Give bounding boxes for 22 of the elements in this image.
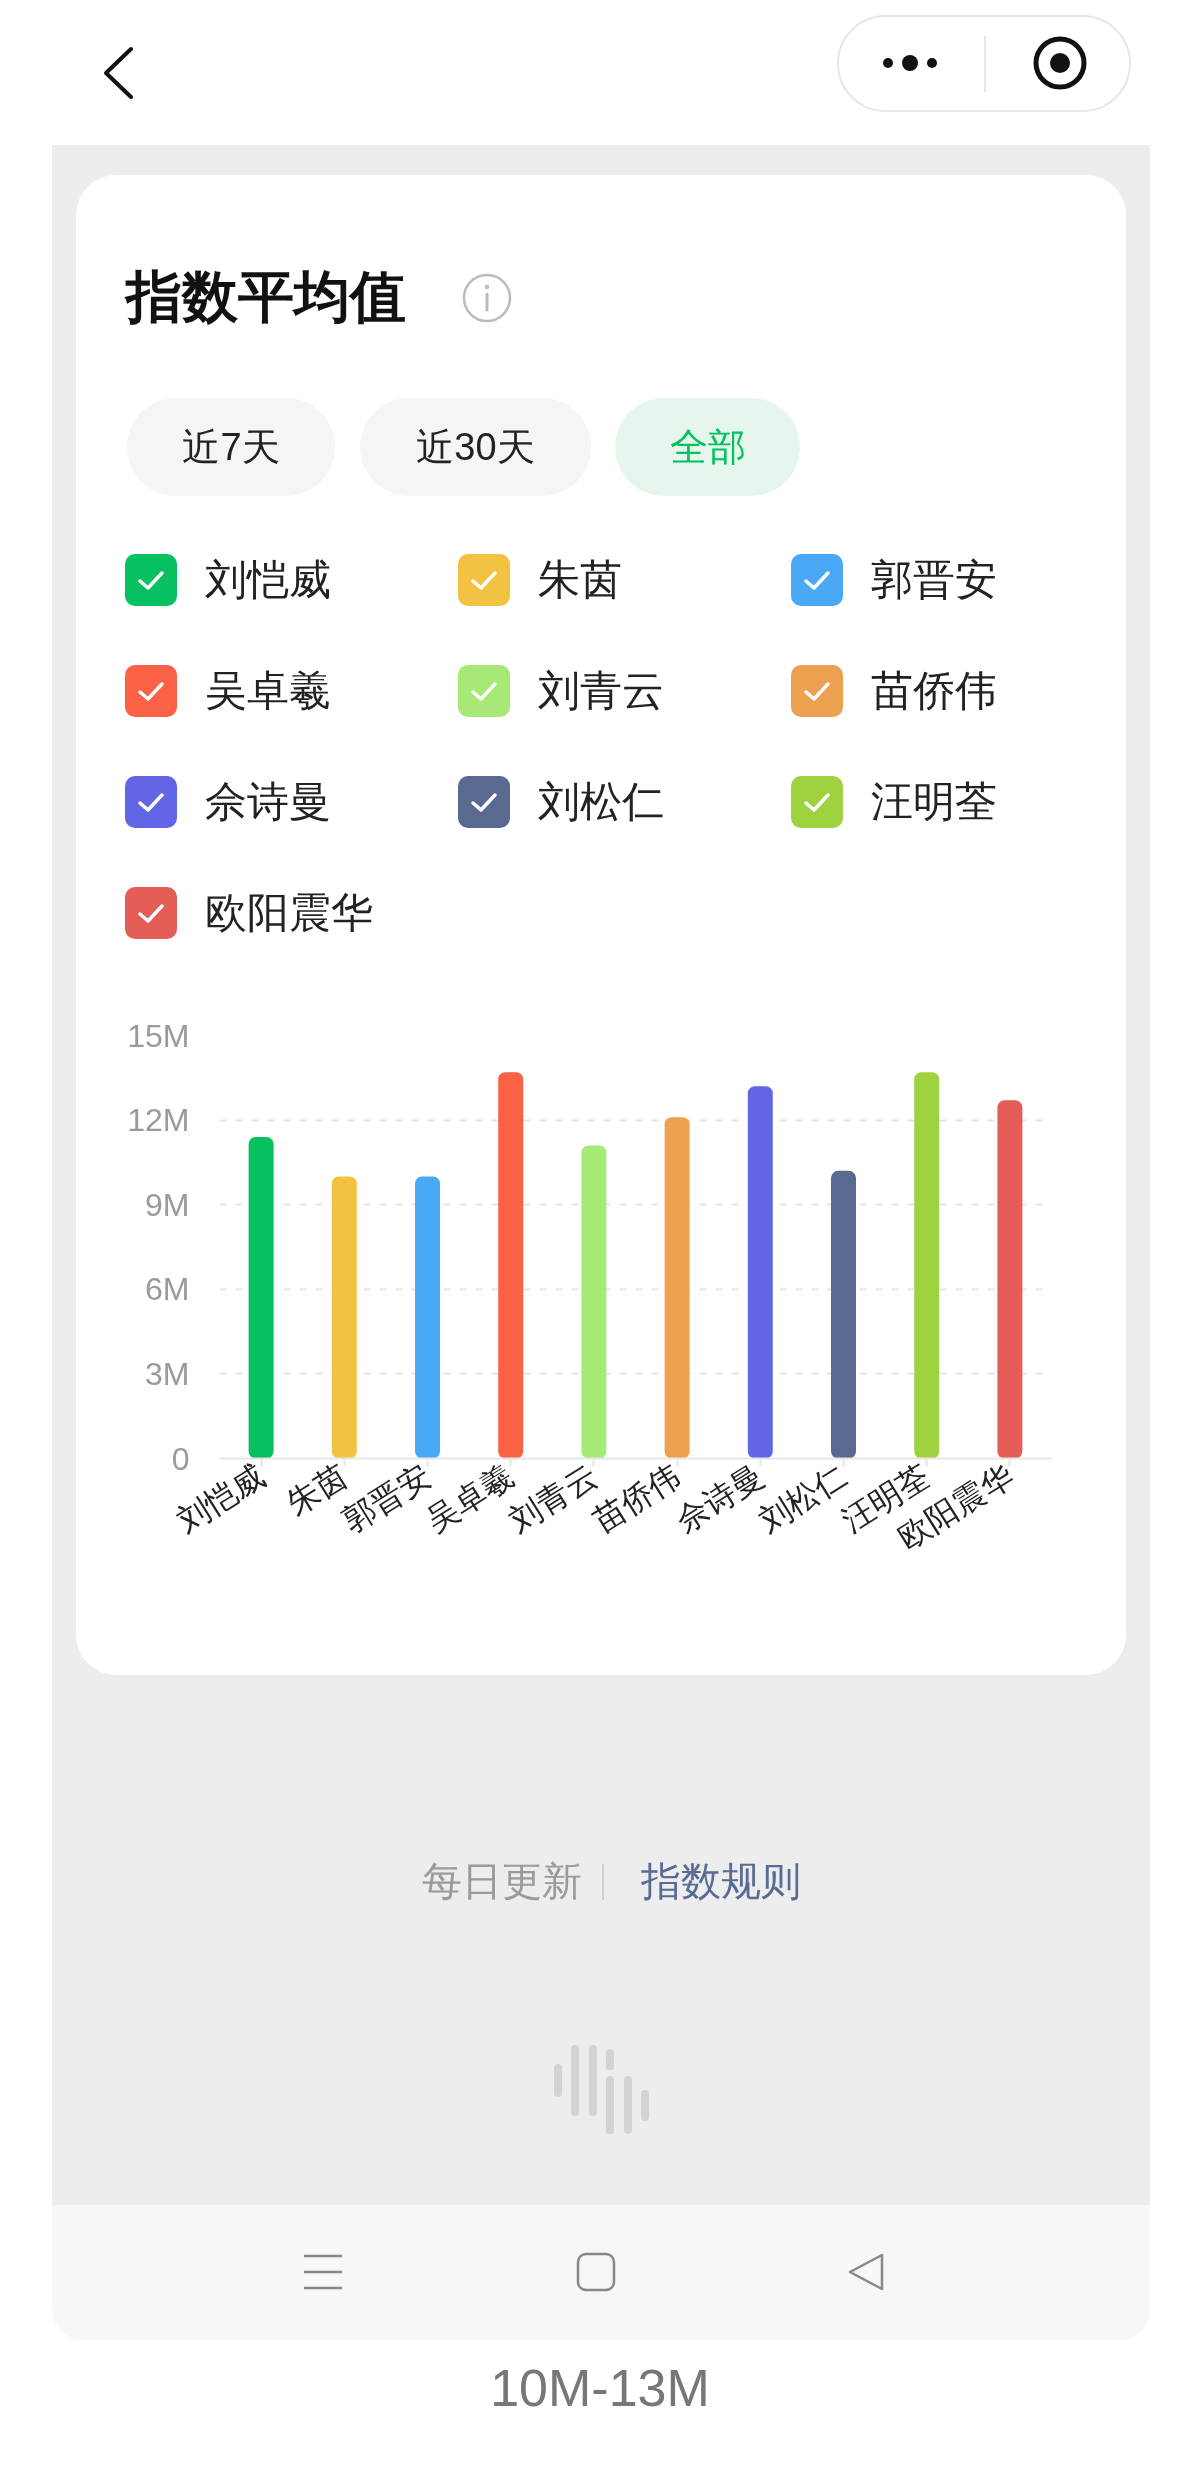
text: 10M-13M <box>489 2358 711 2419</box>
legend-label: 苗侨伟 <box>871 666 997 716</box>
legend-label: 刘松仁 <box>538 777 664 827</box>
legend-label: 刘恺威 <box>205 555 331 605</box>
legend-label: 刘青云 <box>538 666 664 716</box>
y-tick-label: 6M <box>145 1271 190 1308</box>
text: 指数规则 <box>641 1858 801 1905</box>
legend-label: 佘诗曼 <box>205 777 331 827</box>
y-tick-label: 9M <box>145 1186 190 1223</box>
y-tick-label: 15M <box>127 1017 190 1054</box>
legend-label: 吴卓羲 <box>205 666 331 716</box>
legend-label: 欧阳震华 <box>205 888 373 938</box>
chart-title: 指数平均值 <box>126 265 406 329</box>
y-tick-label: 0 <box>171 1440 190 1477</box>
legend-label: 朱茵 <box>538 555 622 605</box>
tab-button: 近30天 <box>360 398 591 496</box>
y-tick-label: 12M <box>127 1102 190 1139</box>
legend-label: 汪明荃 <box>871 777 997 827</box>
text: 每日更新 <box>421 1858 582 1905</box>
y-tick-label: 3M <box>145 1355 190 1392</box>
legend-label: 郭晋安 <box>871 555 997 605</box>
tab-button: 近7天 <box>127 398 335 496</box>
